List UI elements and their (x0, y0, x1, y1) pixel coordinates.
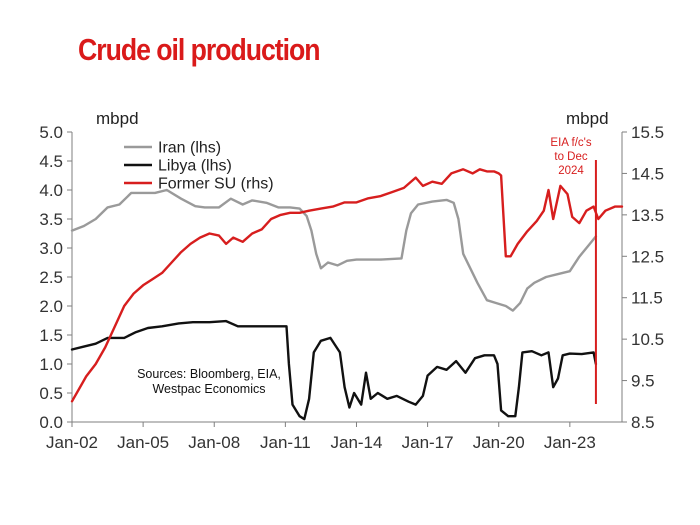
legend-label-2: Libya (lhs) (158, 158, 232, 175)
left-tick-label: 1.5 (39, 326, 63, 345)
x-tick-label: Jan-20 (473, 433, 525, 452)
legend-label-1: Iran (lhs) (158, 140, 221, 157)
left-tick-label: 0.5 (39, 384, 63, 403)
left-tick-label: 1.0 (39, 355, 63, 374)
right-tick-label: 15.5 (631, 123, 664, 142)
right-axis-unit: mbpd (566, 109, 609, 128)
x-tick-label: Jan-08 (188, 433, 240, 452)
right-tick-label: 9.5 (631, 372, 655, 391)
left-tick-label: 4.0 (39, 181, 63, 200)
right-tick-label: 14.5 (631, 164, 664, 183)
forecast-note-line: to Dec (554, 151, 587, 163)
right-tick-label: 8.5 (631, 413, 655, 432)
left-tick-label: 5.0 (39, 123, 63, 142)
left-tick-label: 2.0 (39, 297, 63, 316)
x-tick-label: Jan-05 (117, 433, 169, 452)
forecast-note-line: EIA f/c's (550, 137, 591, 149)
left-axis-unit: mbpd (96, 109, 139, 128)
x-tick-label: Jan-14 (330, 433, 382, 452)
left-tick-label: 3.5 (39, 210, 63, 229)
left-tick-label: 4.5 (39, 152, 63, 171)
x-tick-label: Jan-17 (402, 433, 454, 452)
right-tick-label: 13.5 (631, 206, 664, 225)
forecast-note-line: 2024 (558, 165, 584, 177)
sources-note-line: Westpac Economics (152, 382, 265, 396)
left-tick-label: 2.5 (39, 268, 63, 287)
left-tick-label: 0.0 (39, 413, 63, 432)
sources-note: Sources: Bloomberg, EIA, Westpac Economic… (137, 367, 281, 396)
left-tick-label: 3.0 (39, 239, 63, 258)
x-tick-label: Jan-11 (260, 433, 311, 452)
legend-label-3: Former SU (rhs) (158, 176, 274, 193)
legend: Iran (lhs)Libya (lhs)Former SU (rhs) (124, 140, 274, 193)
right-tick-label: 10.5 (631, 330, 664, 349)
right-tick-label: 11.5 (631, 289, 663, 308)
x-tick-label: Jan-02 (46, 433, 98, 452)
sources-note-line: Sources: Bloomberg, EIA, (137, 367, 281, 381)
series-line-1 (72, 190, 596, 311)
forecast-note: EIA f/c's to Dec 2024 (550, 137, 591, 177)
right-tick-label: 12.5 (631, 247, 664, 266)
x-tick-label: Jan-23 (544, 433, 596, 452)
